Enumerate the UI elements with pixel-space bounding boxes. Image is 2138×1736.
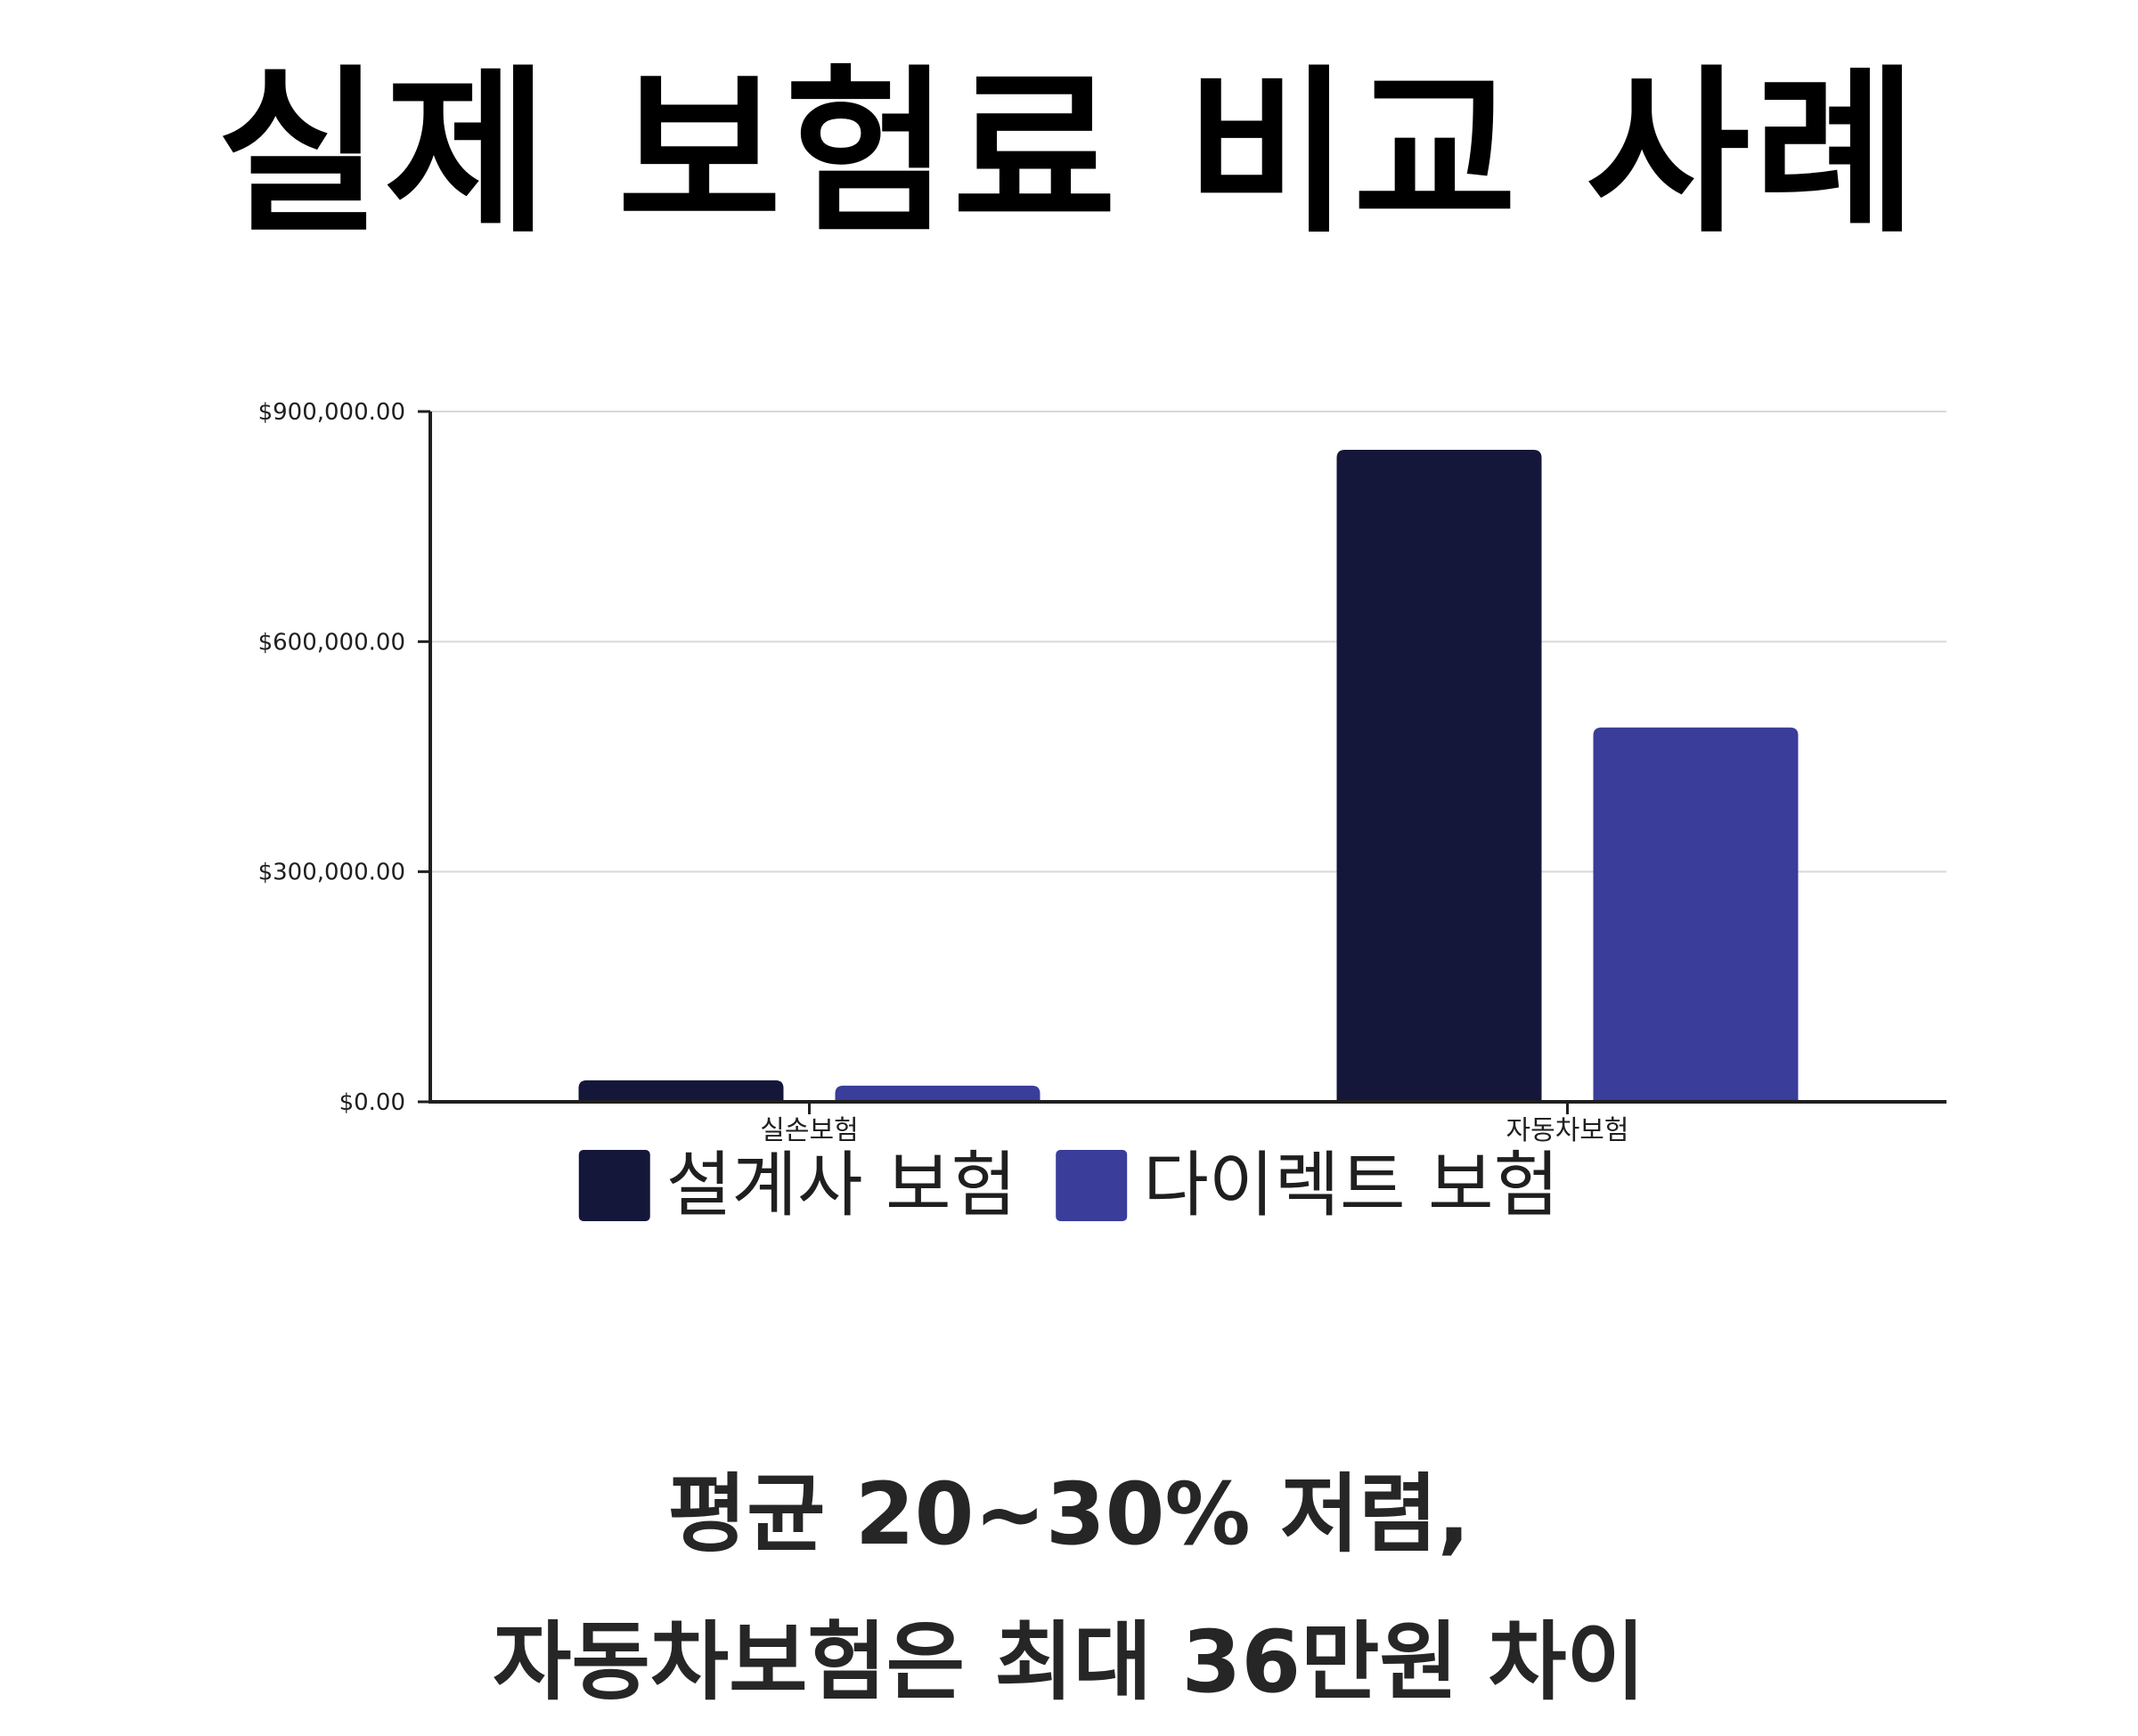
y-tick-label: $300,000.00 xyxy=(258,860,405,886)
bar-2-2 xyxy=(1593,727,1799,1102)
bars xyxy=(578,450,1799,1102)
bar-1-1 xyxy=(578,1080,784,1102)
legend-item-2: 다이렉트 보험 xyxy=(1056,1144,1559,1227)
x-tick-label: 실손보험 xyxy=(760,1115,858,1146)
y-tick-label: $0.00 xyxy=(339,1089,405,1116)
legend: 설계사 보험 다이렉트 보험 xyxy=(578,1144,1559,1227)
legend-label: 설계사 보험 xyxy=(666,1144,1016,1227)
bar-2-1 xyxy=(1336,450,1542,1102)
caption-line-1: 평균 20~30% 저렴, xyxy=(667,1464,1471,1564)
x-axis-ticks: 실손보험 자동차보험 xyxy=(760,1102,1629,1146)
y-tick-label: $900,000.00 xyxy=(258,399,405,426)
legend-swatch xyxy=(1056,1150,1128,1221)
y-axis-ticks: $0.00 $300,000.00 $600,000.00 $900,000.00 xyxy=(258,399,430,1116)
bar-1-2 xyxy=(835,1085,1040,1102)
x-tick-label: 자동차보험 xyxy=(1506,1115,1629,1146)
legend-label: 다이렉트 보험 xyxy=(1143,1144,1559,1227)
legend-swatch xyxy=(578,1150,650,1221)
caption-line-2: 자동차보험은 최대 36만원 차이 xyxy=(493,1612,1645,1712)
axes xyxy=(428,412,1946,1104)
page-title: 실제 보험료 비교 사례 xyxy=(216,50,1922,257)
y-tick-label: $600,000.00 xyxy=(258,629,405,656)
legend-item-1: 설계사 보험 xyxy=(578,1144,1016,1227)
